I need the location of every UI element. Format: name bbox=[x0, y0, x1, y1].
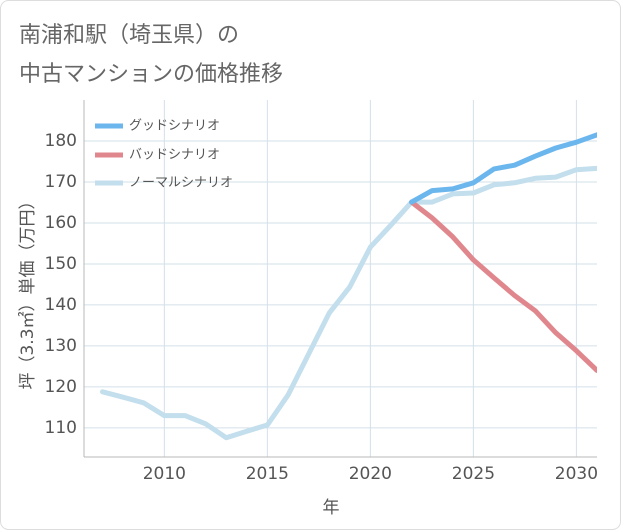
y-tick-label: 120 bbox=[45, 377, 77, 397]
y-tick-label: 150 bbox=[45, 254, 77, 274]
axes bbox=[83, 100, 597, 458]
x-tick-label: 2030 bbox=[555, 464, 598, 484]
x-tick-label: 2025 bbox=[452, 464, 495, 484]
legend-label-normal: ノーマルシナリオ bbox=[129, 176, 233, 191]
y-tick-label: 140 bbox=[45, 295, 77, 315]
series-line-normal bbox=[100, 165, 597, 441]
x-tick-label: 2020 bbox=[349, 464, 392, 484]
legend-item-good: グッドシナリオ bbox=[95, 119, 220, 134]
x-tick-labels: 2010 2015 2020 2025 2030 bbox=[143, 464, 598, 484]
chart-title-line-2: 中古マンションの価格推移 bbox=[19, 62, 283, 87]
y-tick-label: 160 bbox=[45, 213, 77, 233]
grid bbox=[84, 100, 597, 457]
legend-item-bad: バッドシナリオ bbox=[95, 148, 220, 163]
x-tick-label: 2010 bbox=[143, 464, 186, 484]
y-tick-label: 130 bbox=[45, 336, 77, 356]
x-tick-label: 2015 bbox=[246, 464, 289, 484]
chart-title-line-1: 南浦和駅（埼玉県）の bbox=[19, 23, 239, 48]
series-line-good bbox=[409, 132, 597, 205]
legend-item-normal: ノーマルシナリオ bbox=[95, 176, 233, 191]
series-lines bbox=[100, 132, 597, 441]
y-tick-label: 170 bbox=[45, 172, 77, 192]
y-tick-labels: 110 120 130 140 150 160 170 180 bbox=[45, 131, 77, 438]
y-axis-label: 坪（3.3㎡）単価（万円） bbox=[18, 192, 38, 389]
legend-label-good: グッドシナリオ bbox=[129, 119, 220, 134]
series-line-bad bbox=[409, 199, 597, 373]
x-axis-label: 年 bbox=[323, 498, 340, 518]
legend: グッドシナリオ バッドシナリオ ノーマルシナリオ bbox=[95, 119, 233, 191]
y-tick-label: 180 bbox=[45, 131, 77, 151]
y-tick-label: 110 bbox=[45, 418, 77, 438]
legend-label-bad: バッドシナリオ bbox=[129, 148, 220, 163]
